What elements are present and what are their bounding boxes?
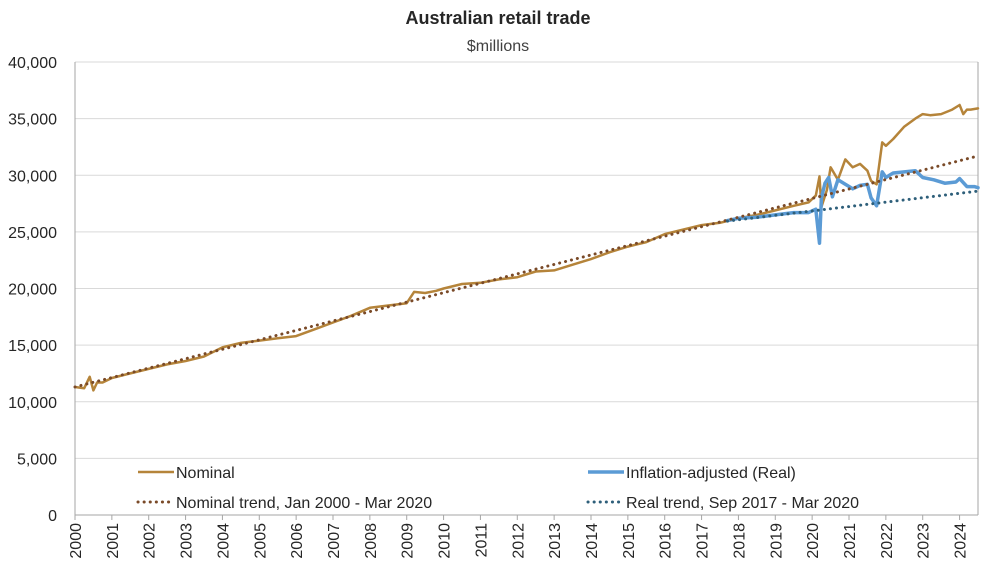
x-tick-label: 2018 bbox=[731, 523, 748, 559]
x-tick-label: 2017 bbox=[695, 523, 712, 559]
x-tick-label: 2004 bbox=[215, 523, 232, 559]
legend-label: Nominal bbox=[176, 465, 235, 482]
x-tick-label: 2021 bbox=[842, 523, 859, 559]
x-tick-label: 2013 bbox=[547, 523, 564, 559]
chart-title: Australian retail trade bbox=[405, 8, 590, 28]
legend-label: Inflation-adjusted (Real) bbox=[626, 465, 796, 482]
series-line-1 bbox=[725, 168, 980, 245]
y-tick-label: 0 bbox=[48, 508, 57, 525]
series-line-2 bbox=[73, 154, 980, 389]
x-tick-label: 2012 bbox=[510, 523, 527, 559]
x-tick-label: 2007 bbox=[326, 523, 343, 559]
x-axis-ticks: 2000 2001 2002 2003 2004 2005 2006 2007 2008 2009… bbox=[68, 515, 970, 559]
x-tick-label: 2003 bbox=[179, 523, 196, 559]
y-tick-label: 10,000 bbox=[8, 395, 57, 412]
x-tick-label: 2010 bbox=[437, 523, 454, 559]
y-tick-label: 30,000 bbox=[8, 168, 57, 185]
x-tick-label: 2002 bbox=[142, 523, 159, 559]
x-tick-label: 2022 bbox=[879, 523, 896, 559]
x-tick-label: 2009 bbox=[400, 523, 417, 559]
legend-label: Nominal trend, Jan 2000 - Mar 2020 bbox=[176, 495, 432, 512]
x-tick-label: 2001 bbox=[105, 523, 122, 559]
x-tick-label: 2023 bbox=[916, 523, 933, 559]
x-tick-label: 2014 bbox=[584, 523, 601, 559]
y-tick-label: 25,000 bbox=[8, 225, 57, 242]
series-line-0 bbox=[73, 103, 980, 392]
y-tick-label: 40,000 bbox=[8, 55, 57, 72]
x-tick-label: 2006 bbox=[289, 523, 306, 559]
gridlines bbox=[74, 61, 979, 516]
x-tick-label: 2024 bbox=[953, 523, 970, 559]
y-tick-label: 15,000 bbox=[8, 338, 57, 355]
y-tick-label: 20,000 bbox=[8, 282, 57, 299]
y-tick-label: 5,000 bbox=[17, 451, 57, 468]
x-tick-label: 2008 bbox=[363, 523, 380, 559]
series-line-3 bbox=[725, 189, 980, 223]
series-lines bbox=[73, 103, 980, 392]
x-tick-label: 2020 bbox=[805, 523, 822, 559]
chart-subtitle: $millions bbox=[467, 38, 529, 55]
x-tick-label: 2019 bbox=[768, 523, 785, 559]
x-tick-label: 2005 bbox=[252, 523, 269, 559]
x-tick-label: 2011 bbox=[473, 523, 490, 558]
y-tick-label: 35,000 bbox=[8, 112, 57, 129]
legend: Nominal Inflation-adjusted (Real) Nominal … bbox=[136, 465, 859, 512]
x-tick-label: 2000 bbox=[68, 523, 85, 559]
x-tick-label: 2015 bbox=[621, 523, 638, 559]
y-axis-ticks: 0 5,000 10,000 15,000 20,000 25,000 30,000 35,0… bbox=[8, 55, 57, 525]
x-tick-label: 2016 bbox=[658, 523, 675, 559]
legend-label: Real trend, Sep 2017 - Mar 2020 bbox=[626, 495, 859, 512]
